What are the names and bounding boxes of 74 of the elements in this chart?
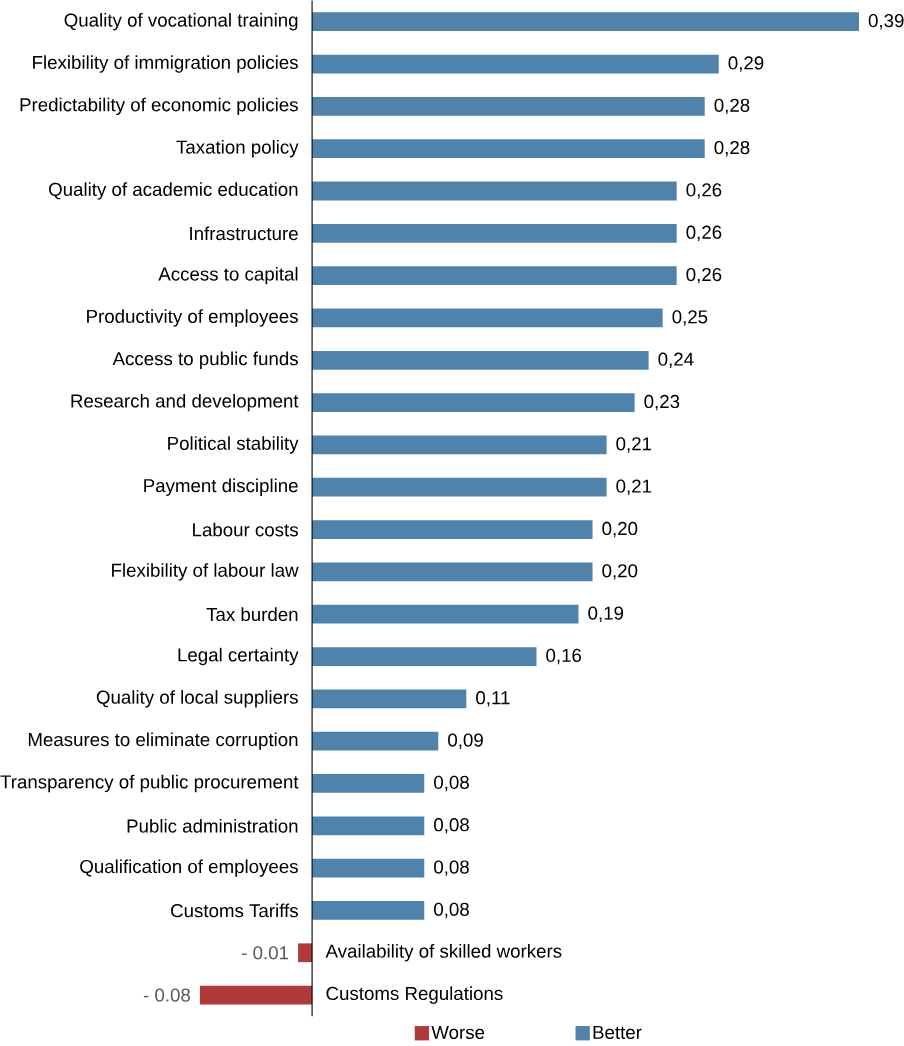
data-label: - 0.01 xyxy=(241,946,288,960)
data-label: 0,28 xyxy=(714,140,750,157)
y-tick-label: Payment discipline xyxy=(144,478,298,496)
y-tick-label: Predictability of economic policies xyxy=(20,97,298,116)
data-label: 0,19 xyxy=(588,606,623,622)
y-tick-label: Public administration xyxy=(127,818,298,833)
data-label: 0,20 xyxy=(602,564,638,580)
bar xyxy=(311,689,467,709)
data-label: 0,21 xyxy=(616,479,651,495)
bar xyxy=(311,139,705,159)
bar xyxy=(311,604,579,624)
bar xyxy=(311,308,663,328)
y-tick-label: Customs Regulations xyxy=(326,986,503,1004)
bar xyxy=(311,731,439,751)
y-tick-label: Qualification of employees xyxy=(79,859,298,877)
y-tick-label: Flexibility of immigration policies xyxy=(32,55,298,73)
data-label: 0,25 xyxy=(672,310,708,326)
data-label: 0,29 xyxy=(728,56,764,72)
y-tick-label: Availability of skilled workers xyxy=(325,944,562,962)
y-tick-label: Taxation policy xyxy=(176,139,299,158)
bar xyxy=(311,350,649,370)
bar xyxy=(311,816,425,836)
y-tick-label: Customs Tariffs xyxy=(170,903,298,918)
y-tick-label: Legal certainty xyxy=(178,647,299,666)
bar xyxy=(311,562,593,582)
bar xyxy=(199,985,312,1005)
bar xyxy=(311,393,635,412)
bar xyxy=(297,943,312,963)
bar xyxy=(311,520,593,539)
data-label: 0,23 xyxy=(644,394,680,411)
data-label: 0,16 xyxy=(546,648,581,665)
data-label: 0,09 xyxy=(447,733,483,749)
legend-label: Better xyxy=(593,1025,642,1039)
bar xyxy=(311,858,425,878)
data-label: 0,26 xyxy=(686,225,722,242)
bar xyxy=(311,12,859,32)
data-label: 0,24 xyxy=(658,352,694,369)
y-tick-label: Tax burden xyxy=(206,607,298,622)
y-tick-label: Research and development xyxy=(71,393,299,412)
data-label: 0,20 xyxy=(602,521,638,538)
y-tick-label: Labour costs xyxy=(192,522,298,537)
bar xyxy=(311,266,677,286)
data-label: 0,11 xyxy=(475,691,510,707)
y-tick-label: Productivity of employees xyxy=(86,309,298,327)
y-tick-label: Quality of vocational training xyxy=(64,13,298,31)
bar xyxy=(311,54,719,74)
data-label: 0,26 xyxy=(686,183,722,199)
y-tick-label: Access to public funds xyxy=(112,351,298,369)
data-label: 0,28 xyxy=(714,98,750,115)
y-tick-label: Measures to eliminate corruption xyxy=(28,732,298,750)
bar xyxy=(311,901,425,920)
bar xyxy=(311,477,607,497)
bar xyxy=(311,96,705,116)
y-tick-label: Political stability xyxy=(167,436,299,454)
bar xyxy=(311,774,425,793)
y-tick-label: Quality of academic education xyxy=(48,182,298,200)
bar xyxy=(311,181,677,201)
data-label: 0,08 xyxy=(433,818,469,834)
y-tick-label: Access to capital xyxy=(158,266,298,285)
data-label: 0,39 xyxy=(868,13,904,30)
data-label: - 0.08 xyxy=(143,988,190,1002)
y-tick-label: Flexibility of labour law xyxy=(111,563,299,581)
data-label: 0,21 xyxy=(616,437,651,453)
bar xyxy=(311,435,607,455)
legend-label: Worse xyxy=(431,1025,484,1039)
y-tick-label: Infrastructure xyxy=(189,226,298,241)
data-label: 0,08 xyxy=(433,775,469,792)
bar xyxy=(311,223,677,243)
bar xyxy=(311,647,537,666)
data-label: 0,08 xyxy=(433,902,469,919)
data-label: 0,08 xyxy=(433,860,469,876)
y-tick-label: Quality of local suppliers xyxy=(96,690,298,708)
y-tick-label: Transparency of public procurement xyxy=(0,774,299,793)
data-label: 0,26 xyxy=(686,267,722,284)
